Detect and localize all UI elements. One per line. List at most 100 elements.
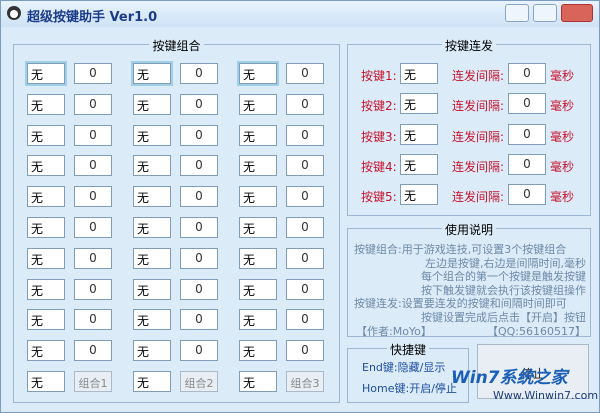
help-line: 左边是按键,右边是间隔时间,毫秒 xyxy=(425,256,586,270)
key-input[interactable]: 无 xyxy=(400,63,438,84)
interval-input[interactable]: 0 xyxy=(508,63,546,84)
delay-input[interactable]: 0 xyxy=(286,63,324,84)
key-input[interactable]: 无 xyxy=(27,217,65,238)
key-input[interactable]: 无 xyxy=(27,278,65,300)
repeat-group: 按键连发 按键1: 无连发间隔: 0 毫秒 按键2: 无连发间隔: 0 毫秒 按键3: 无连发间隔… xyxy=(347,39,591,216)
help-line: 按下触发键就会执行该按键组操作 xyxy=(421,283,586,297)
key-input[interactable]: 无 xyxy=(239,371,277,392)
key-input[interactable]: 无 xyxy=(27,186,65,208)
key-input[interactable]: 无 xyxy=(239,124,277,146)
stop-button[interactable]: 停止 xyxy=(477,344,589,399)
key-input[interactable]: 无 xyxy=(25,61,67,86)
key-input[interactable]: 无 xyxy=(239,217,277,238)
delay-input[interactable]: 0 xyxy=(74,155,112,177)
combo-button[interactable]: 组合3 xyxy=(286,371,324,392)
hotkey-line: End键:隐藏/显示 xyxy=(362,361,446,374)
help-line: 每个组合的第一个按键是触发按键 xyxy=(421,270,586,283)
help-group: 使用说明 【作者:MoYo】 【QQ:56160517】 按键组合:用于游戏连技… xyxy=(347,223,591,338)
title-bar: 超级按键助手 Ver1.0 xyxy=(1,1,599,27)
delay-input[interactable]: 0 xyxy=(180,124,218,146)
delay-input[interactable]: 0 xyxy=(180,278,218,300)
unit-label: 毫秒 xyxy=(550,69,575,83)
key-input[interactable]: 无 xyxy=(237,61,279,86)
key-input[interactable]: 无 xyxy=(133,93,171,115)
delay-input[interactable]: 0 xyxy=(180,217,218,238)
key-input[interactable]: 无 xyxy=(133,309,171,331)
close-button[interactable] xyxy=(561,4,593,22)
key-input[interactable]: 无 xyxy=(400,93,438,115)
delay-input[interactable]: 0 xyxy=(286,217,324,238)
delay-input[interactable]: 0 xyxy=(180,93,218,115)
key-input[interactable]: 无 xyxy=(133,186,171,208)
unit-label: 毫秒 xyxy=(550,99,575,114)
key-input[interactable]: 无 xyxy=(239,155,277,177)
app-icon xyxy=(7,6,21,20)
interval-label: 连发间隔: xyxy=(452,69,505,83)
key-input[interactable]: 无 xyxy=(400,184,438,206)
key-input[interactable]: 无 xyxy=(400,153,438,175)
key-input[interactable]: 无 xyxy=(133,340,171,362)
delay-input[interactable]: 0 xyxy=(180,155,218,177)
key-input[interactable]: 无 xyxy=(133,278,171,300)
key-input[interactable]: 无 xyxy=(27,124,65,146)
key-input[interactable]: 无 xyxy=(27,247,65,269)
delay-input[interactable]: 0 xyxy=(74,309,112,331)
key-input[interactable]: 无 xyxy=(27,155,65,177)
key-input[interactable]: 无 xyxy=(27,340,65,362)
key-input[interactable]: 无 xyxy=(131,61,173,86)
combo-button[interactable]: 组合1 xyxy=(74,371,112,392)
unit-label: 毫秒 xyxy=(550,159,575,174)
delay-input[interactable]: 0 xyxy=(286,247,324,269)
key-input[interactable]: 无 xyxy=(239,247,277,269)
delay-input[interactable]: 0 xyxy=(74,93,112,115)
delay-input[interactable]: 0 xyxy=(286,340,324,362)
delay-input[interactable]: 0 xyxy=(74,340,112,362)
key-input[interactable]: 无 xyxy=(133,217,171,238)
interval-input[interactable]: 0 xyxy=(508,153,546,175)
key-input[interactable]: 无 xyxy=(133,247,171,269)
key-input[interactable]: 无 xyxy=(400,123,438,145)
key-input[interactable]: 无 xyxy=(27,93,65,115)
interval-input[interactable]: 0 xyxy=(508,93,546,115)
delay-input[interactable]: 0 xyxy=(180,186,218,208)
combo-group: 按键组合 无 0 无 0 无 0 无 0 无 0 无 0 无 0 无 0 无 0 无 0 无组合1 无 0 无 0 无 0 无 0 无 0 无… xyxy=(13,39,340,403)
delay-input[interactable]: 0 xyxy=(286,124,324,146)
delay-input[interactable]: 0 xyxy=(180,309,218,331)
delay-input[interactable]: 0 xyxy=(286,278,324,300)
key-input[interactable]: 无 xyxy=(239,186,277,208)
key-input[interactable]: 无 xyxy=(133,155,171,177)
combo-button[interactable]: 组合2 xyxy=(180,371,218,392)
delay-input[interactable]: 0 xyxy=(286,186,324,208)
group-title: 按键组合 xyxy=(149,39,204,53)
delay-input[interactable]: 0 xyxy=(74,124,112,146)
delay-input[interactable]: 0 xyxy=(74,278,112,300)
unit-label: 毫秒 xyxy=(550,129,575,144)
minimize-button[interactable] xyxy=(505,4,529,22)
key-input[interactable]: 无 xyxy=(239,278,277,300)
key-label: 按键1: xyxy=(361,69,397,83)
key-input[interactable]: 无 xyxy=(239,93,277,115)
delay-input[interactable]: 0 xyxy=(180,340,218,362)
delay-input[interactable]: 0 xyxy=(74,63,112,84)
delay-input[interactable]: 0 xyxy=(74,217,112,238)
delay-input[interactable]: 0 xyxy=(286,309,324,331)
help-author: 【作者:MoYo】 xyxy=(356,325,432,338)
delay-input[interactable]: 0 xyxy=(74,186,112,208)
key-input[interactable]: 无 xyxy=(27,371,65,392)
interval-input[interactable]: 0 xyxy=(508,184,546,206)
interval-input[interactable]: 0 xyxy=(508,123,546,145)
key-input[interactable]: 无 xyxy=(133,371,171,392)
key-label: 按键4: xyxy=(361,159,397,174)
delay-input[interactable]: 0 xyxy=(180,63,218,84)
delay-input[interactable]: 0 xyxy=(180,247,218,269)
key-input[interactable]: 无 xyxy=(239,340,277,362)
key-input[interactable]: 无 xyxy=(133,124,171,146)
group-title: 按键连发 xyxy=(441,39,496,53)
key-input[interactable]: 无 xyxy=(27,309,65,331)
delay-input[interactable]: 0 xyxy=(74,247,112,269)
delay-input[interactable]: 0 xyxy=(286,93,324,115)
key-input[interactable]: 无 xyxy=(239,309,277,331)
delay-input[interactable]: 0 xyxy=(286,155,324,177)
interval-label: 连发间隔: xyxy=(452,129,505,144)
maximize-button[interactable] xyxy=(533,4,557,22)
